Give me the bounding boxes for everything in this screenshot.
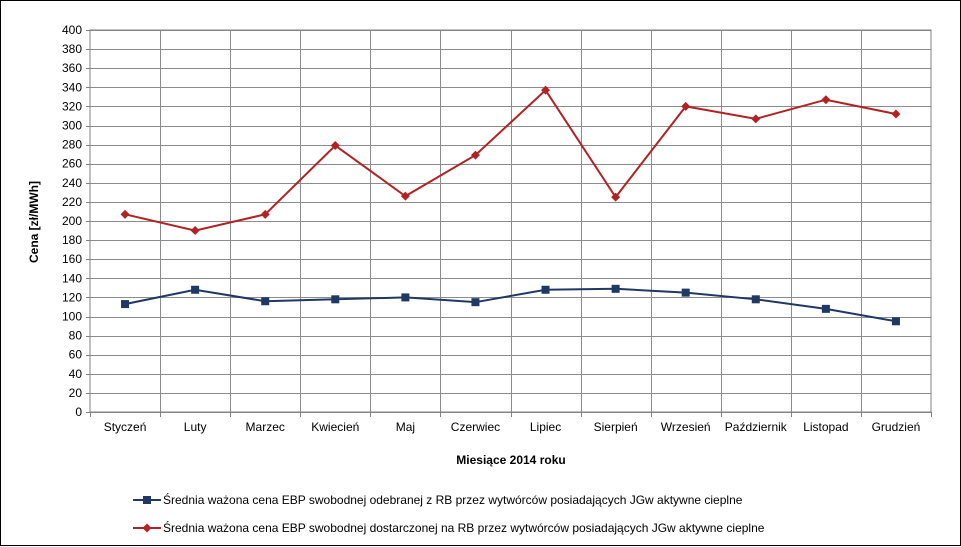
legend: Średnia ważona cena EBP swobodnej odebra… (133, 492, 765, 535)
y-tick-label: 200 (62, 214, 82, 228)
data-point (541, 285, 550, 294)
y-axis-ticks: 0 20 40 60 80 100 120 140 160 180 200 220 240 260 280 3… (62, 23, 90, 419)
x-tick-label: Czerwiec (451, 420, 500, 434)
x-tick-label: Marzec (246, 420, 285, 434)
x-tick-label: Kwiecień (311, 420, 359, 434)
y-tick-label: 220 (62, 195, 82, 209)
y-tick-label: 300 (62, 119, 82, 133)
x-tick-label: Październik (725, 420, 788, 434)
legend-item-1: Średnia ważona cena EBP swobodnej odebra… (133, 492, 743, 507)
y-tick-label: 380 (62, 42, 82, 56)
y-tick-label: 120 (62, 290, 82, 304)
x-tick-label: Styczeń (104, 420, 147, 434)
x-tick-label: Lipiec (530, 420, 561, 434)
data-point (541, 85, 551, 95)
grid (90, 30, 931, 413)
y-tick-label: 360 (62, 61, 82, 75)
x-tick-label: Grudzień (872, 420, 921, 434)
series-2 (120, 85, 901, 236)
legend-marker (143, 496, 151, 504)
data-point (331, 295, 340, 304)
data-point (120, 209, 130, 219)
data-point (681, 288, 690, 297)
data-point (891, 317, 900, 326)
x-tick-label: Wrzesień (661, 420, 711, 434)
y-tick-label: 140 (62, 271, 82, 285)
data-point (611, 284, 620, 293)
data-point (891, 109, 901, 119)
y-tick-label: 320 (62, 99, 82, 113)
y-tick-label: 160 (62, 252, 82, 266)
y-tick-label: 180 (62, 233, 82, 247)
y-tick-label: 400 (62, 23, 82, 37)
y-axis-title: Cena [zł/MWh] (27, 181, 41, 263)
y-tick-label: 260 (62, 157, 82, 171)
y-tick-label: 340 (62, 80, 82, 94)
data-point (121, 300, 130, 309)
data-point (191, 285, 200, 294)
legend-item-2: Średnia ważona cena EBP swobodnej dostar… (133, 520, 765, 535)
y-tick-label: 80 (69, 329, 83, 343)
data-point (471, 298, 480, 307)
data-point (190, 226, 200, 236)
y-tick-label: 280 (62, 138, 82, 152)
y-tick-label: 60 (69, 348, 83, 362)
x-tick-label: Luty (184, 420, 207, 434)
y-tick-label: 0 (75, 405, 82, 419)
data-point (821, 304, 830, 313)
data-point (751, 295, 760, 304)
y-tick-label: 240 (62, 176, 82, 190)
y-tick-label: 100 (62, 310, 82, 324)
data-point (260, 209, 270, 219)
legend-marker (142, 523, 152, 533)
data-point (261, 297, 270, 306)
series (120, 85, 901, 326)
y-tick-label: 20 (69, 386, 83, 400)
series-line (124, 88, 897, 232)
legend-label: Średnia ważona cena EBP swobodnej dostar… (163, 520, 765, 535)
series-line (124, 287, 897, 323)
data-point (330, 141, 340, 151)
series-1 (121, 284, 900, 326)
data-point (470, 150, 480, 160)
x-axis-ticks: Styczeń Luty Marzec Kwiecień Maj Czerwiec Lipi… (90, 412, 932, 434)
data-point (401, 293, 410, 302)
data-point (821, 95, 831, 105)
data-point (400, 191, 410, 201)
legend-label: Średnia ważona cena EBP swobodnej odebra… (163, 492, 743, 507)
x-tick-label: Sierpień (594, 420, 638, 434)
x-tick-label: Maj (396, 420, 415, 434)
x-tick-label: Listopad (803, 420, 848, 434)
data-point (751, 114, 761, 124)
data-point (611, 192, 621, 202)
data-point (681, 101, 691, 111)
x-axis-title: Miesiące 2014 roku (456, 453, 565, 467)
y-tick-label: 40 (69, 367, 83, 381)
